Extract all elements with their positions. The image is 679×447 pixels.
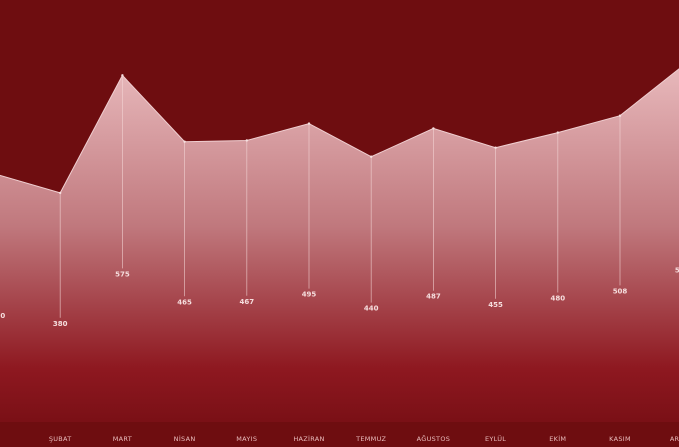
data-point: [307, 122, 311, 125]
x-tick-label: MART: [113, 435, 132, 443]
x-tick-label: TEMMUZ: [355, 435, 386, 443]
data-label: 508: [613, 287, 628, 295]
data-point: [59, 191, 62, 195]
series-area: [0, 68, 679, 422]
data-label: 467: [239, 298, 254, 306]
data-point: [432, 127, 435, 130]
data-label: 495: [302, 291, 317, 299]
data-label: 455: [488, 301, 503, 309]
x-tick-label: HAZİRAN: [293, 434, 324, 443]
x-tick-label: KASIM: [609, 435, 631, 443]
data-point: [370, 155, 373, 158]
x-tick-label: NİSAN: [174, 434, 196, 443]
data-label: 410: [0, 312, 5, 320]
data-label: 440: [364, 305, 379, 313]
x-tick-label: ARALIK: [670, 435, 679, 443]
data-label: 575: [115, 270, 130, 278]
data-point: [618, 114, 622, 117]
x-tick-label: MAYIS: [236, 435, 257, 443]
data-labels: 410 380 575 465 467 495 440 487 455 480 508 590: [0, 267, 679, 328]
plot-area: [0, 68, 679, 422]
data-label: 487: [426, 293, 441, 301]
data-point: [121, 74, 124, 77]
data-point: [183, 140, 186, 143]
data-label: 380: [53, 320, 68, 328]
data-point: [556, 131, 559, 134]
data-label: 590: [675, 267, 679, 275]
series-line: [0, 68, 679, 194]
x-axis-ticks: ŞUBAT MART NİSAN MAYIS HAZİRAN TEMMUZ AĞUSTOS E…: [49, 434, 679, 443]
data-point: [494, 146, 497, 149]
data-point: [245, 139, 248, 142]
data-label: 480: [550, 294, 565, 302]
x-tick-label: ŞUBAT: [49, 435, 72, 443]
x-tick-label: AĞUSTOS: [417, 434, 451, 443]
x-tick-label: EYLÜL: [485, 434, 506, 443]
x-tick-label: EKİM: [549, 434, 566, 443]
data-label: 465: [177, 298, 192, 306]
